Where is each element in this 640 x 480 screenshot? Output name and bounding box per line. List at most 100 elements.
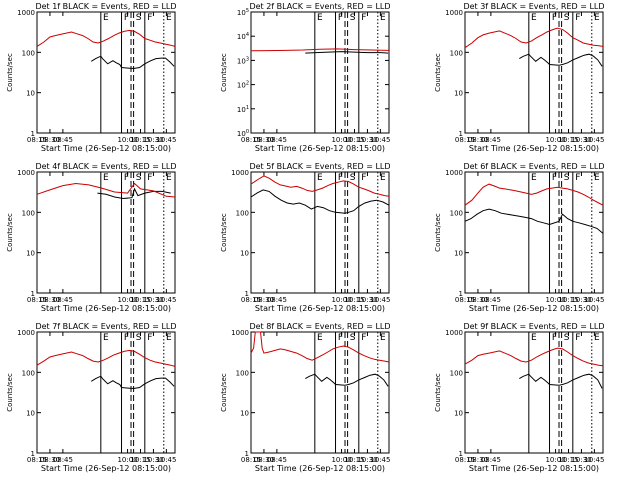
x-axis-label: Start Time (26-Sep-12 08:15:00) [469,144,599,153]
x-tick-label: 08:15 [27,456,47,464]
subplot-p3: Det 3f BLACK = Events, RED = LLD 1 10 100 10… [434,2,605,153]
x-tick-label: 10:15 [344,296,364,304]
series-line-events [305,373,389,387]
marker-label: E [103,173,109,183]
marker-label: E [531,173,537,183]
y-axis-label: Counts/sec [6,53,14,92]
marker-label: S [350,13,356,23]
chart-title: Det 1f BLACK = Events, RED = LLD [35,2,176,11]
series-line-lld [36,182,176,198]
x-tick-label: 08:45 [267,136,287,144]
y-tick-label: 1 [31,290,35,298]
marker-label: F [552,13,557,23]
x-tick-label: 10:30 [357,136,377,144]
x-tick-label: 08:45 [481,456,501,464]
y-tick-label: 1 [245,450,249,458]
y-tick-label: 10 [454,250,463,258]
x-axis-label: Start Time (26-Sep-12 08:15:00) [41,304,171,313]
marker-label: E [317,173,323,183]
y-tick-label: 100 [237,129,249,138]
marker-label: F [147,13,152,23]
y-tick-label: 102 [237,81,249,90]
x-tick-label: 10:15 [344,136,364,144]
x-tick-label: 08:30 [40,136,60,144]
marker-label: F [361,173,366,183]
plot-frame [36,171,176,294]
chart-title: Det 9f BLACK = Events, RED = LLD [463,322,604,331]
y-tick-label: 100 [450,209,463,217]
marker-label: S [350,333,356,343]
chart-title: Det 5f BLACK = Events, RED = LLD [249,162,390,171]
y-tick-label: 1000 [445,169,463,177]
x-axis-label: Start Time (26-Sep-12 08:15:00) [41,464,171,473]
chart-title: Det 6f BLACK = Events, RED = LLD [463,162,604,171]
x-tick-label: 10:30 [143,456,163,464]
y-tick-label: 1000 [231,329,249,337]
y-tick-label: 100 [236,369,249,377]
x-tick-label: 10:45 [370,296,390,304]
y-axis-label: Counts/sec [434,213,442,252]
x-tick-label: 10:45 [584,296,604,304]
marker-label: F [124,333,129,343]
subplot-p8: Det 8f BLACK = Events, RED = LLD 1 10 100 10… [220,322,391,473]
marker-label: F [124,13,129,23]
x-tick-label: 10:00 [117,456,137,464]
marker-label: E [594,173,600,183]
y-tick-label: 1000 [231,169,249,177]
x-tick-label: 10:00 [331,456,351,464]
y-tick-label: 10 [26,410,35,418]
series-line-lld [250,331,390,363]
x-axis-label: Start Time (26-Sep-12 08:15:00) [469,304,599,313]
x-tick-label: 10:45 [584,456,604,464]
series-line-events [305,51,389,54]
y-axis-label: Counts/sec [220,373,228,412]
y-tick-label: 103 [237,56,249,65]
plot-frame [250,171,390,294]
series-line-events [97,187,171,200]
series-line-events [250,189,390,214]
x-tick-label: 08:30 [40,296,60,304]
marker-label: E [380,173,386,183]
x-tick-label: 08:45 [53,296,73,304]
x-tick-label: 10:00 [545,456,565,464]
x-tick-label: 10:00 [331,136,351,144]
series-line-lld [464,183,604,206]
y-tick-label: 10 [240,410,249,418]
marker-label: F [552,173,557,183]
plot-frame [464,11,604,134]
x-tick-label: 10:15 [558,456,578,464]
x-tick-label: 08:45 [53,456,73,464]
x-tick-label: 08:45 [481,136,501,144]
marker-label: E [380,333,386,343]
x-tick-label: 10:30 [357,456,377,464]
series-line-lld [36,349,176,367]
plot-frame [36,331,176,454]
y-tick-label: 1 [245,290,249,298]
y-tick-label: 10 [454,90,463,98]
y-tick-label: 100 [236,209,249,217]
x-tick-label: 10:00 [117,136,137,144]
marker-label: E [594,333,600,343]
marker-label: S [136,173,142,183]
series-line-events [91,55,175,69]
series-line-events [519,53,603,67]
x-tick-label: 08:15 [455,136,475,144]
x-axis-label: Start Time (26-Sep-12 08:15:00) [41,144,171,153]
series-line-events [91,375,175,389]
x-tick-label: 10:00 [117,296,137,304]
marker-label: F [338,333,343,343]
y-axis-label: Counts/sec [6,373,14,412]
marker-label: F [575,173,580,183]
subplot-p1: Det 1f BLACK = Events, RED = LLD 1 10 100 10… [6,2,177,153]
plot-frame [464,171,604,294]
marker-label: S [564,333,570,343]
subplot-p2: Det 2f BLACK = Events, RED = LLD 100 101 10… [220,2,391,153]
y-tick-label: 105 [237,8,249,17]
y-tick-label: 10 [240,250,249,258]
x-tick-label: 08:15 [455,456,475,464]
x-tick-label: 08:15 [27,296,47,304]
x-tick-label: 08:30 [254,136,274,144]
chart-title: Det 7f BLACK = Events, RED = LLD [35,322,176,331]
marker-label: E [531,13,537,23]
series-line-lld [250,175,390,197]
